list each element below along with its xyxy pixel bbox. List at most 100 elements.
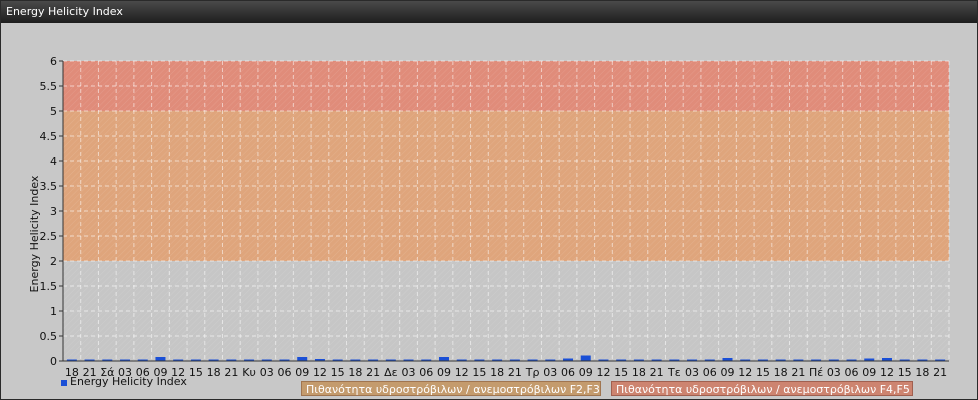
bar [757,359,768,361]
x-tick-label: 09 [295,366,309,379]
x-tick-label: 18 [632,366,646,379]
bar [740,359,751,361]
bar [633,359,644,361]
y-tick-label: 2.5 [40,230,58,243]
x-tick-label: 12 [171,366,185,379]
x-tick-label: 15 [898,366,912,379]
x-tick-label: 09 [437,366,451,379]
y-tick-label: 4 [50,155,57,168]
bar [261,359,272,361]
x-tick-label: 09 [579,366,593,379]
x-tick-label: 21 [650,366,664,379]
y-tick-label: 5.5 [40,80,58,93]
bar [775,359,786,361]
x-tick-label: 18 [207,366,221,379]
x-tick-label: 03 [402,366,416,379]
x-tick-label: Τρ [525,366,540,379]
x-tick-label: 18 [490,366,504,379]
bar [811,359,822,361]
y-tick-label: 3 [50,205,57,218]
legend-band-f4-f5: Πιθανότητα υδροστρόβιλων / ανεμοστρόβιλω… [611,381,913,396]
x-tick-label: 15 [331,366,345,379]
x-tick-label: 03 [827,366,841,379]
window-title: Energy Helicity Index [6,5,123,18]
x-tick-label: 15 [614,366,628,379]
x-tick-label: 06 [561,366,575,379]
bar [669,359,680,361]
bar [403,359,414,361]
x-tick-label: 12 [313,366,327,379]
bar [687,359,698,361]
x-tick-label: 12 [596,366,610,379]
title-bar: Energy Helicity Index [1,1,977,23]
x-tick-label: 03 [260,366,274,379]
bar [793,359,804,361]
bar [722,358,733,361]
data-bars [66,355,946,361]
bar [509,359,520,361]
x-tick-label: Τε [667,366,681,379]
x-tick-label: 21 [791,366,805,379]
x-tick-label: 21 [224,366,238,379]
x-tick-label: 18 [915,366,929,379]
legend-band-f2-f3: Πιθανότητα υδροστρόβιλων / ανεμοστρόβιλω… [301,381,601,396]
bar [456,359,467,361]
y-tick-label: 2 [50,255,57,268]
bar [598,359,609,361]
x-tick-label: 03 [685,366,699,379]
bar [616,359,627,361]
x-tick-label: Σά [100,366,114,379]
x-tick-label: 09 [153,366,167,379]
bar [846,359,857,361]
x-tick-label: 18 [65,366,79,379]
x-tick-label: Δε [384,366,398,379]
bar [864,358,875,361]
x-tick-label: 12 [455,366,469,379]
legend-band-f2-f3-label: Πιθανότητα υδροστρόβιλων / ανεμοστρόβιλω… [306,383,600,396]
x-tick-label: Κυ [242,366,256,379]
bar [84,359,95,361]
x-tick-label: 18 [774,366,788,379]
bar [545,359,556,361]
bar [492,359,503,361]
legend-series-label: Energy Helicity Index [70,375,187,388]
legend-series-swatch [61,380,67,386]
bar [208,359,219,361]
bar [137,359,148,361]
bar [297,357,308,361]
y-tick-label: 6 [50,55,57,68]
x-tick-label: 06 [419,366,433,379]
x-tick-label: 06 [136,366,150,379]
bar [651,359,662,361]
x-tick-label: 06 [278,366,292,379]
bar [704,359,715,361]
x-tick-label: Πέ [809,366,823,379]
x-tick-label: 15 [189,366,203,379]
bar [66,359,77,361]
bar [314,359,325,361]
y-tick-label: 4.5 [40,130,58,143]
x-tick-label: 12 [880,366,894,379]
x-tick-label: 21 [83,366,97,379]
y-axis-label: Energy Helicity Index [28,175,41,292]
y-tick-label: 0 [50,355,57,368]
x-tick-label: 06 [845,366,859,379]
x-tick-label: 12 [738,366,752,379]
bar [474,359,485,361]
x-tick-label: 03 [543,366,557,379]
y-tick-label: 3.5 [40,180,58,193]
y-tick-label: 5 [50,105,57,118]
bar [226,359,237,361]
x-tick-label: 09 [862,366,876,379]
bar [527,359,538,361]
x-tick-label: 21 [933,366,947,379]
bar [190,359,201,361]
bar [120,359,131,361]
bar [899,359,910,361]
legend-band-f4-f5-label: Πιθανότητα υδροστρόβιλων / ανεμοστρόβιλω… [616,383,910,396]
bar [828,359,839,361]
x-tick-label: 21 [366,366,380,379]
y-tick-label: 1 [50,305,57,318]
y-tick-label: 0.5 [40,330,58,343]
